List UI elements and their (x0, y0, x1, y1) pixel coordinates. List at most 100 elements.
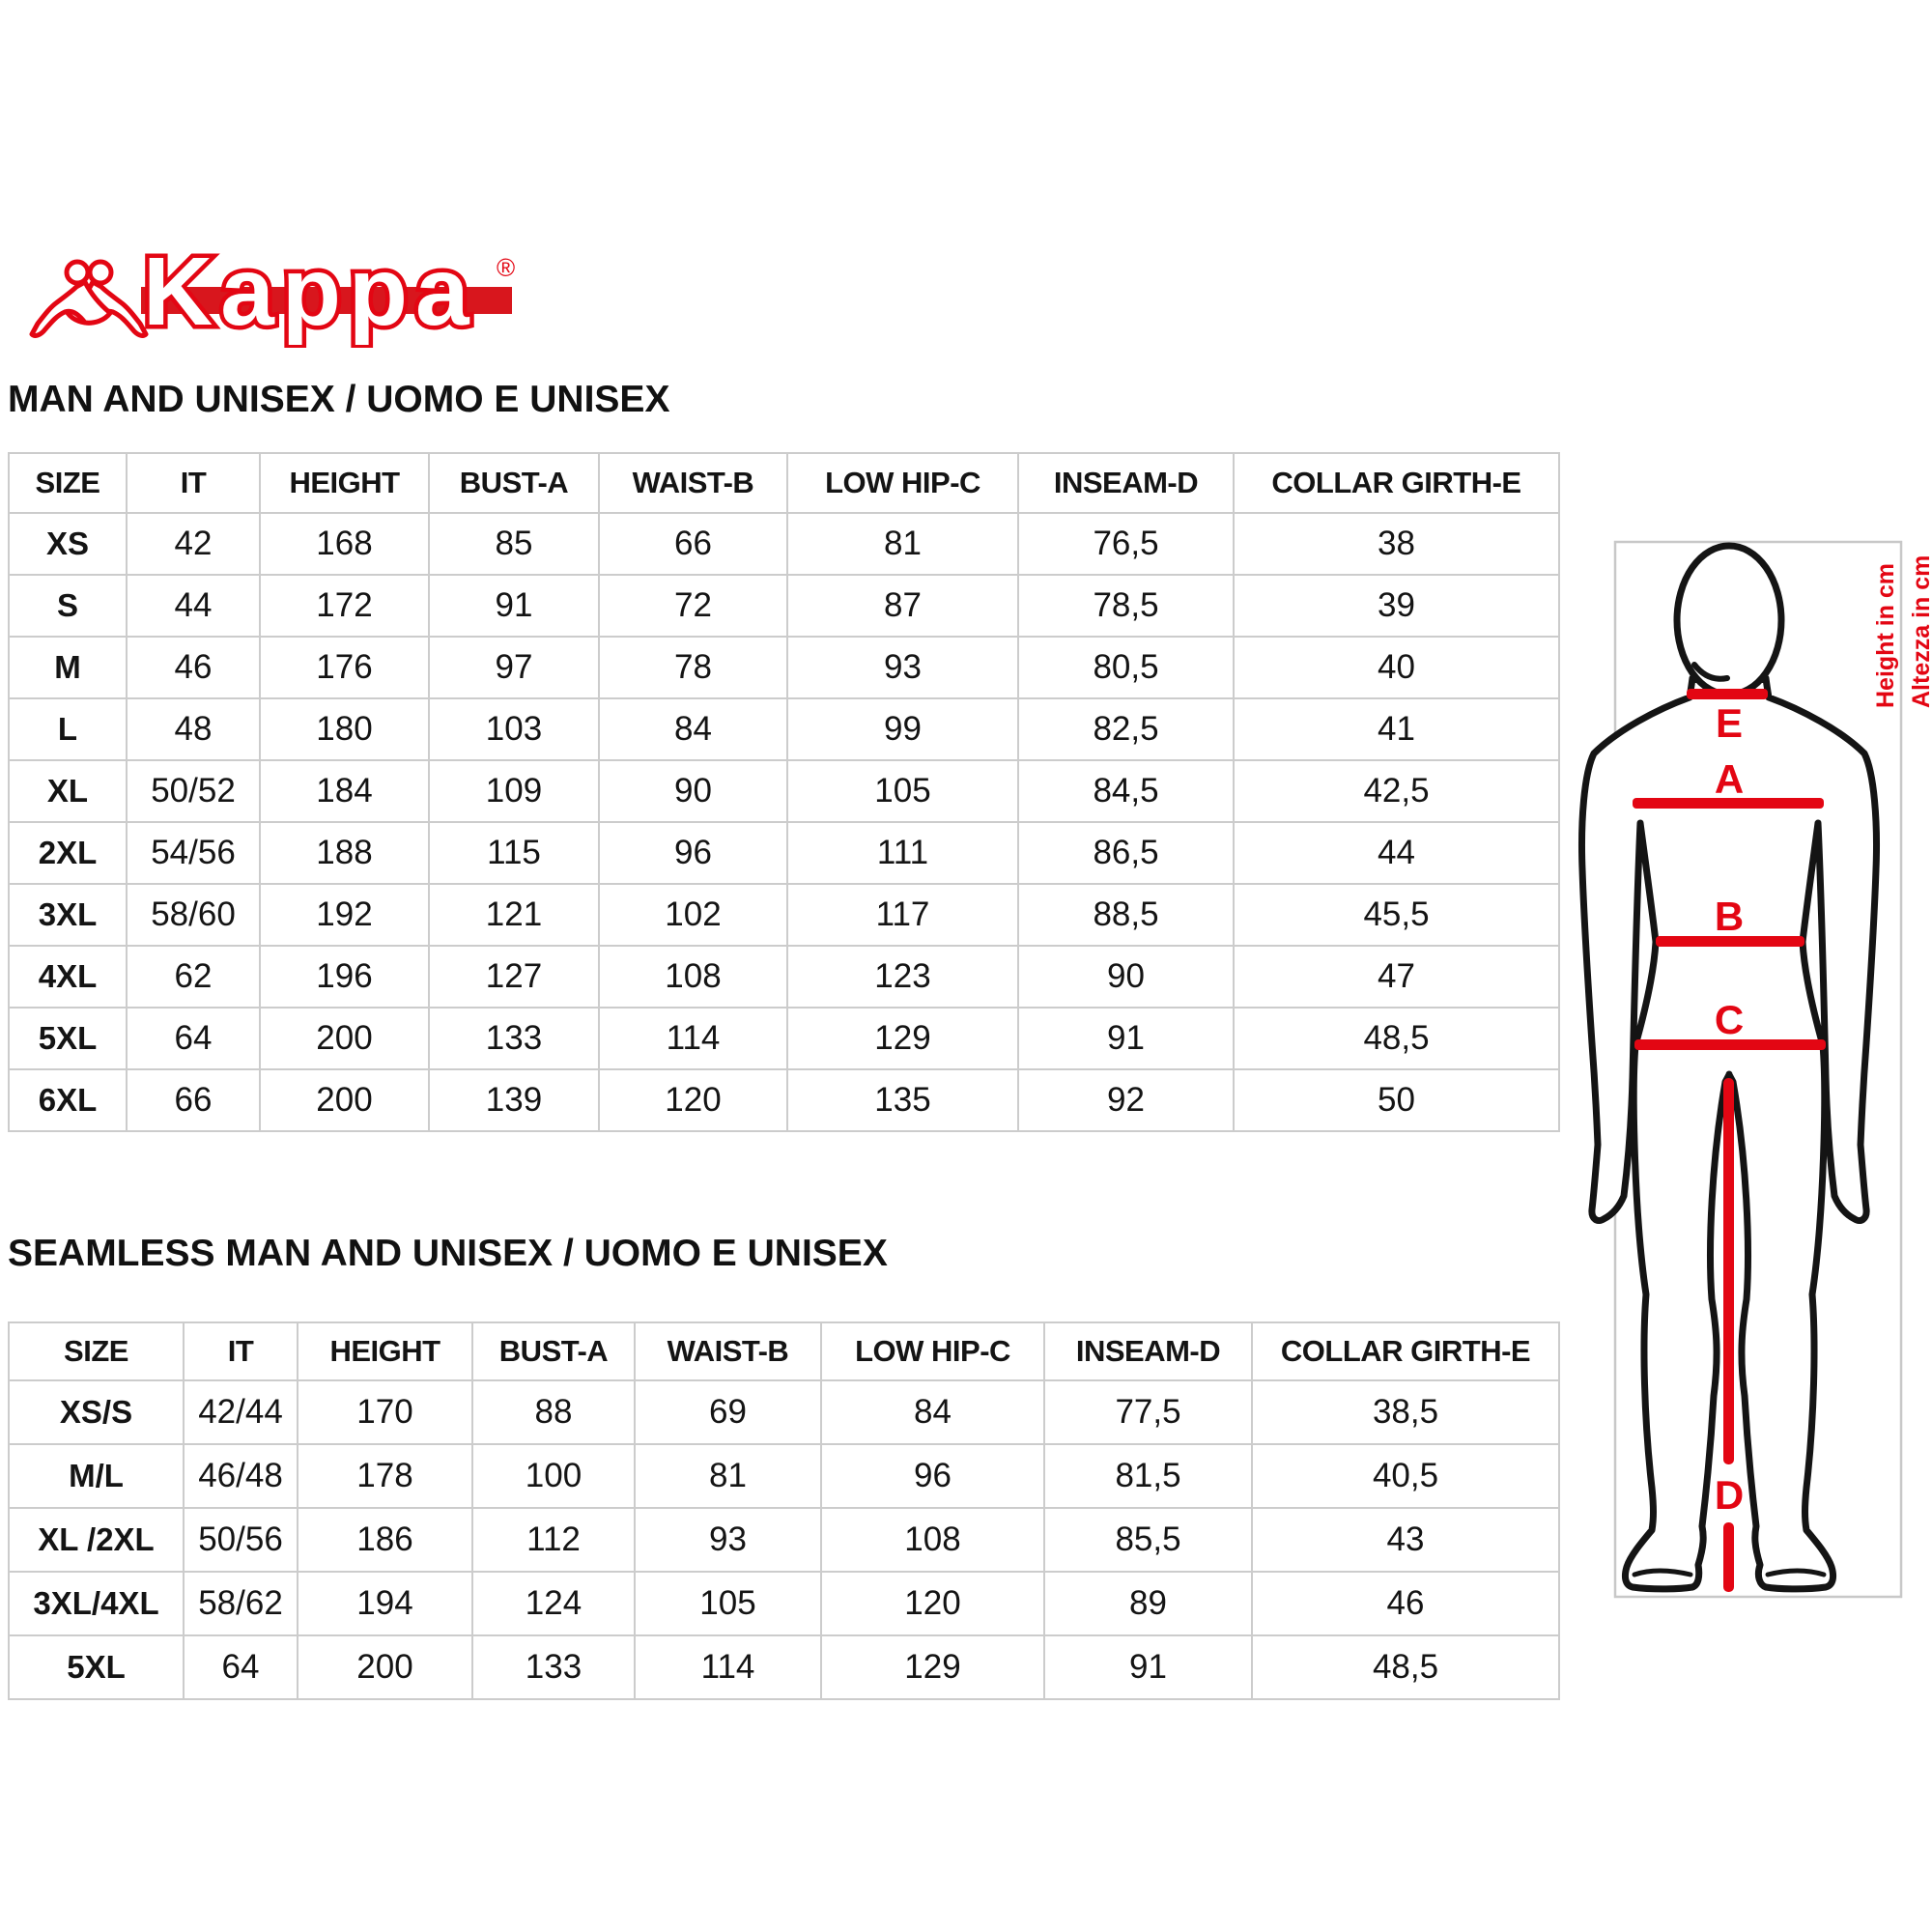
table-row: XS/S 42/44 170 88 69 84 77,5 38,5 (8, 1379, 1560, 1445)
table-row: 3XL/4XL 58/62 194 124 105 120 89 46 (8, 1571, 1560, 1636)
column-header: SIZE (8, 1321, 185, 1381)
value-cell: 45,5 (1233, 883, 1560, 947)
value-cell: 93 (634, 1507, 822, 1573)
value-cell: 42,5 (1233, 759, 1560, 823)
value-cell: 46/48 (183, 1443, 298, 1509)
measurement-bars (1633, 689, 1826, 1592)
table-row: 2XL 54/56 188 115 96 111 86,5 44 (8, 821, 1560, 885)
value-cell: 121 (428, 883, 600, 947)
table-row: M 46 176 97 78 93 80,5 40 (8, 636, 1560, 699)
value-cell: 87 (786, 574, 1019, 638)
column-header: COLLAR GIRTH-E (1233, 452, 1560, 514)
left-toe-line (1632, 1568, 1693, 1577)
value-cell: 127 (428, 945, 600, 1009)
value-cell: 108 (820, 1507, 1045, 1573)
size-cell: 6XL (8, 1068, 128, 1132)
table-row: 6XL 66 200 139 120 135 92 50 (8, 1068, 1560, 1132)
value-cell: 124 (471, 1571, 636, 1636)
value-cell: 46 (1251, 1571, 1560, 1636)
value-cell: 50/52 (126, 759, 261, 823)
value-cell: 109 (428, 759, 600, 823)
value-cell: 66 (126, 1068, 261, 1132)
value-cell: 180 (259, 697, 430, 761)
label-collar-E: E (1716, 700, 1743, 746)
value-cell: 50/56 (183, 1507, 298, 1573)
value-cell: 58/62 (183, 1571, 298, 1636)
column-header: WAIST-B (598, 452, 788, 514)
value-cell: 84 (598, 697, 788, 761)
value-cell: 76,5 (1017, 512, 1235, 576)
value-cell: 96 (598, 821, 788, 885)
label-low-hip-C: C (1715, 997, 1744, 1042)
value-cell: 96 (820, 1443, 1045, 1509)
value-cell: 42/44 (183, 1379, 298, 1445)
value-cell: 139 (428, 1068, 600, 1132)
value-cell: 80,5 (1017, 636, 1235, 699)
value-cell: 66 (598, 512, 788, 576)
column-header: LOW HIP-C (820, 1321, 1045, 1381)
value-cell: 115 (428, 821, 600, 885)
label-bust-A: A (1715, 756, 1744, 802)
value-cell: 92 (1017, 1068, 1235, 1132)
value-cell: 105 (786, 759, 1019, 823)
waist-bar-B (1656, 936, 1804, 947)
value-cell: 78,5 (1017, 574, 1235, 638)
table-row: XL 50/52 184 109 90 105 84,5 42,5 (8, 759, 1560, 823)
value-cell: 86,5 (1017, 821, 1235, 885)
column-header: BUST-A (428, 452, 600, 514)
value-cell: 184 (259, 759, 430, 823)
table-man-unisex: SIZE IT HEIGHT BUST-A WAIST-B LOW HIP-C INSEAM… (8, 452, 1560, 1132)
value-cell: 81,5 (1043, 1443, 1253, 1509)
value-cell: 186 (297, 1507, 473, 1573)
value-cell: 85 (428, 512, 600, 576)
column-header: SIZE (8, 452, 128, 514)
size-cell: L (8, 697, 128, 761)
measure-letter-labels: E A B C D (1715, 700, 1744, 1518)
value-cell: 188 (259, 821, 430, 885)
value-cell: 133 (428, 1007, 600, 1070)
body-outline (1578, 674, 1880, 1593)
value-cell: 58/60 (126, 883, 261, 947)
table-seamless: SIZE IT HEIGHT BUST-A WAIST-B LOW HIP-C INSEAM… (8, 1321, 1560, 1700)
value-cell: 50 (1233, 1068, 1560, 1132)
column-header: WAIST-B (634, 1321, 822, 1381)
inseam-line-D (1723, 1078, 1734, 1464)
value-cell: 88,5 (1017, 883, 1235, 947)
kappa-logo: Kappa ® (17, 234, 529, 351)
header-row: SIZE IT HEIGHT BUST-A WAIST-B LOW HIP-C INSEAM… (8, 1321, 1560, 1381)
value-cell: 99 (786, 697, 1019, 761)
value-cell: 72 (598, 574, 788, 638)
size-cell: 3XL/4XL (8, 1571, 185, 1636)
size-cell: S (8, 574, 128, 638)
kappa-wordmark: Kappa (143, 242, 477, 346)
kappa-logo-graphic: Kappa ® (17, 234, 515, 351)
value-cell: 78 (598, 636, 788, 699)
column-header: BUST-A (471, 1321, 636, 1381)
column-header: HEIGHT (259, 452, 430, 514)
height-note-it: Altezza in cm (1908, 555, 1932, 708)
column-header: LOW HIP-C (786, 452, 1019, 514)
man-unisex-size-table: SIZE IT HEIGHT BUST-A WAIST-B LOW HIP-C INSEAM… (8, 452, 1560, 1132)
kappa-omini-icon (32, 259, 149, 335)
table-row: XL /2XL 50/56 186 112 93 108 85,5 43 (8, 1507, 1560, 1573)
seamless-size-table: SIZE IT HEIGHT BUST-A WAIST-B LOW HIP-C INSEAM… (8, 1321, 1560, 1700)
value-cell: 77,5 (1043, 1379, 1253, 1445)
table-row: L 48 180 103 84 99 82,5 41 (8, 697, 1560, 761)
section-title-seamless: SEAMLESS MAN AND UNISEX / UOMO E UNISEX (8, 1233, 888, 1274)
value-cell: 47 (1233, 945, 1560, 1009)
column-header: HEIGHT (297, 1321, 473, 1381)
value-cell: 129 (820, 1634, 1045, 1700)
logo-red-band (141, 287, 512, 314)
value-cell: 194 (297, 1571, 473, 1636)
value-cell: 64 (183, 1634, 298, 1700)
value-cell: 176 (259, 636, 430, 699)
table-row: 3XL 58/60 192 121 102 117 88,5 45,5 (8, 883, 1560, 947)
header-row: SIZE IT HEIGHT BUST-A WAIST-B LOW HIP-C INSEAM… (8, 452, 1560, 514)
value-cell: 178 (297, 1443, 473, 1509)
value-cell: 200 (259, 1068, 430, 1132)
value-cell: 100 (471, 1443, 636, 1509)
size-cell: XS/S (8, 1379, 185, 1445)
value-cell: 102 (598, 883, 788, 947)
column-header: INSEAM-D (1017, 452, 1235, 514)
value-cell: 88 (471, 1379, 636, 1445)
